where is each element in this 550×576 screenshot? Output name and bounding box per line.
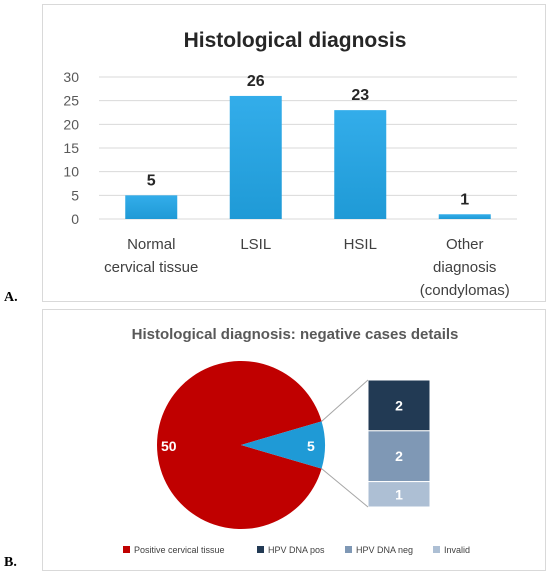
data-label: 5: [147, 172, 156, 189]
pie-slice-negative: [241, 421, 325, 469]
bar: [125, 195, 178, 219]
legend-swatch: [257, 546, 264, 553]
y-tick-label: 30: [63, 69, 79, 85]
legend-swatch: [345, 546, 352, 553]
pie-chart: Histological diagnosis: negative cases d…: [123, 326, 470, 555]
panel-label-a: A.: [4, 290, 18, 305]
x-category-label: HSIL: [344, 236, 377, 253]
legend-label: HPV DNA pos: [268, 545, 325, 555]
bar-chart: Histological diagnosis 0 5 10 15 20 25 30 5 Norma…: [63, 29, 517, 299]
chart-title: Histological diagnosis: negative cases d…: [132, 326, 459, 343]
legend-label: Positive cervical tissue: [134, 545, 225, 555]
stack-label: 2: [395, 448, 403, 464]
chart-title: Histological diagnosis: [184, 29, 407, 52]
stack-label: 2: [395, 397, 403, 413]
pie-chart-panel: Histological diagnosis: negative cases d…: [42, 309, 546, 571]
x-category-label: (condylomas): [420, 282, 510, 299]
y-tick-label: 20: [63, 116, 79, 132]
x-category-label: Normal: [127, 236, 175, 253]
bar: [334, 110, 387, 219]
bar: [229, 95, 282, 219]
legend-swatch: [433, 546, 440, 553]
bar: [438, 214, 491, 219]
stack-segment: [367, 481, 431, 508]
pie-slice-positive: [157, 361, 322, 529]
bar-chart-panel: Histological diagnosis 0 5 10 15 20 25 30 5 Norma…: [42, 4, 546, 302]
data-label: 1: [460, 191, 469, 208]
y-tick-label: 5: [71, 187, 79, 203]
y-tick-label: 25: [63, 93, 79, 109]
x-category-label: diagnosis: [433, 259, 496, 276]
legend-label: Invalid: [444, 545, 470, 555]
legend-label: HPV DNA neg: [356, 545, 413, 555]
data-label: 26: [247, 73, 265, 90]
connector-line: [321, 468, 369, 508]
y-tick-label: 0: [71, 211, 79, 227]
y-tick-label: 15: [63, 140, 79, 156]
panel-label-b: B.: [4, 555, 17, 570]
x-category-label: cervical tissue: [104, 259, 198, 276]
connector-line: [321, 379, 369, 422]
y-tick-label: 10: [63, 164, 79, 180]
x-category-label: LSIL: [240, 236, 271, 253]
legend-swatch: [123, 546, 130, 553]
stack-segment: [367, 430, 431, 483]
pie-label: 5: [307, 438, 315, 454]
stack-label: 1: [395, 486, 403, 502]
pie-label: 50: [161, 438, 177, 454]
x-category-label: Other: [446, 236, 484, 253]
data-label: 23: [351, 87, 369, 104]
